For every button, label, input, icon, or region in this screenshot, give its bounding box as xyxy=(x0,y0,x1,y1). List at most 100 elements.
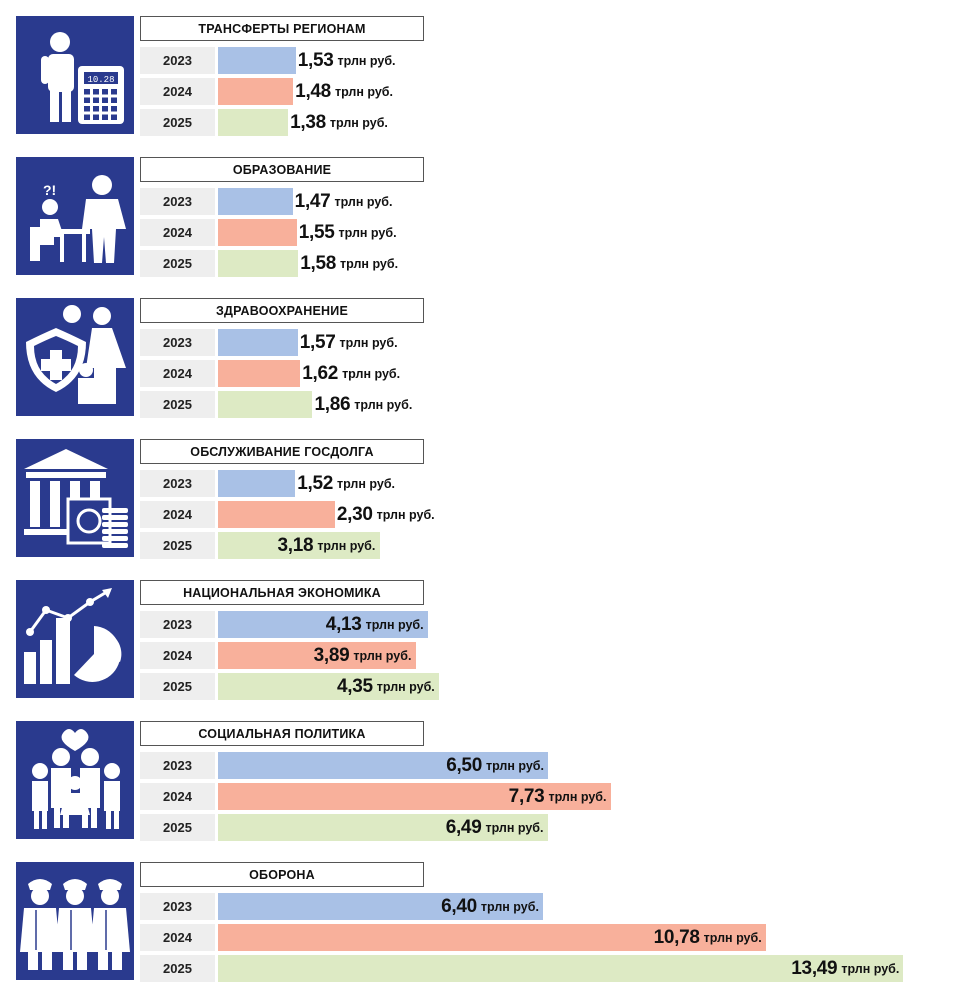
teacher-student-icon: ?! xyxy=(16,157,134,275)
value-number: 6,49 xyxy=(445,816,482,838)
value-unit: трлн руб. xyxy=(376,679,435,694)
data-label: 3,18 трлн руб. xyxy=(278,532,376,559)
bar xyxy=(218,642,416,669)
bar-row: 2024 2,30 трлн руб. xyxy=(140,501,940,528)
bar-row: 2025 1,38 трлн руб. xyxy=(140,109,940,136)
svg-text:?!: ?! xyxy=(43,182,56,198)
year-label: 2023 xyxy=(140,188,215,215)
bar-row: 2025 1,58 трлн руб. xyxy=(140,250,940,277)
data-label: 1,52 трлн руб. xyxy=(297,470,395,497)
bar-row: 2025 1,86 трлн руб. xyxy=(140,391,940,418)
value-number: 1,58 xyxy=(300,252,337,274)
bar xyxy=(218,360,301,387)
bar xyxy=(218,532,380,559)
value-number: 3,89 xyxy=(313,644,350,666)
data-label: 1,86 трлн руб. xyxy=(314,391,412,418)
data-label: 6,50 трлн руб. xyxy=(446,752,544,779)
bar-row: 2024 1,48 трлн руб. xyxy=(140,78,940,105)
data-label: 1,62 трлн руб. xyxy=(302,360,400,387)
year-label: 2025 xyxy=(140,250,215,277)
calculator-person-icon: 10.28 xyxy=(16,16,134,134)
year-label: 2024 xyxy=(140,924,215,951)
data-label: 13,49 трлн руб. xyxy=(791,955,899,982)
value-number: 1,48 xyxy=(295,80,331,102)
data-label: 1,38 трлн руб. xyxy=(290,109,388,136)
bar xyxy=(218,47,296,74)
group-title: ЗДРАВООХРАНЕНИЕ xyxy=(140,298,424,323)
group-title: ТРАНСФЕРТЫ РЕГИОНАМ xyxy=(140,16,424,41)
data-label: 6,49 трлн руб. xyxy=(446,814,544,841)
value-number: 4,35 xyxy=(336,675,373,697)
year-label: 2024 xyxy=(140,501,215,528)
value-unit: трлн руб. xyxy=(336,476,396,491)
year-label: 2023 xyxy=(140,611,215,638)
year-label: 2023 xyxy=(140,752,215,779)
value-unit: трлн руб. xyxy=(480,899,539,914)
bar-row: 2024 7,73 трлн руб. xyxy=(140,783,940,810)
bar xyxy=(218,188,293,215)
bar-row: 2024 1,55 трлн руб. xyxy=(140,219,940,246)
value-number: 1,52 xyxy=(297,472,333,494)
bar-row: 2023 4,13 трлн руб. xyxy=(140,611,940,638)
chart-group: СОЦИАЛЬНАЯ ПОЛИТИКА 2023 6,50 трлн руб. 2024… xyxy=(0,721,954,846)
value-number: 6,40 xyxy=(441,895,477,917)
bar-row: 2023 6,40 трлн руб. xyxy=(140,893,940,920)
growth-chart-icon xyxy=(16,580,134,698)
bar xyxy=(218,250,299,277)
value-number: 6,50 xyxy=(446,754,482,776)
data-label: 7,73 трлн руб. xyxy=(509,783,607,810)
bar-row: 2025 3,18 трлн руб. xyxy=(140,532,940,559)
value-unit: трлн руб. xyxy=(337,53,396,68)
year-label: 2024 xyxy=(140,642,215,669)
chart-group: НАЦИОНАЛЬНАЯ ЭКОНОМИКА 2023 4,13 трлн руб. 2… xyxy=(0,580,954,705)
value-unit: трлн руб. xyxy=(485,758,544,773)
bar xyxy=(218,955,904,982)
value-number: 1,86 xyxy=(314,393,351,415)
year-label: 2025 xyxy=(140,109,215,136)
value-number: 3,18 xyxy=(277,534,314,556)
value-number: 4,13 xyxy=(325,613,362,635)
year-label: 2025 xyxy=(140,814,215,841)
group-title: ОБОРОНА xyxy=(140,862,424,887)
bar xyxy=(218,78,294,105)
value-unit: трлн руб. xyxy=(342,366,401,381)
chart-group: 10.28 ТРАНСФЕРТЫ РЕГИОНАМ 2023 1,53 трлн ру… xyxy=(0,16,954,141)
data-label: 3,89 трлн руб. xyxy=(314,642,412,669)
value-unit: трлн руб. xyxy=(317,538,376,553)
bar xyxy=(218,501,335,528)
data-label: 1,58 трлн руб. xyxy=(300,250,398,277)
group-title: ОБСЛУЖИВАНИЕ ГОСДОЛГА xyxy=(140,439,424,464)
bar xyxy=(218,783,611,810)
year-label: 2025 xyxy=(140,673,215,700)
data-label: 1,53 трлн руб. xyxy=(298,47,396,74)
value-unit: трлн руб. xyxy=(485,820,544,835)
value-unit: трлн руб. xyxy=(703,930,762,945)
data-label: 6,40 трлн руб. xyxy=(441,893,539,920)
group-title: ОБРАЗОВАНИЕ xyxy=(140,157,424,182)
value-unit: трлн руб. xyxy=(334,194,393,209)
value-number: 1,62 xyxy=(302,362,339,384)
bar xyxy=(218,219,297,246)
data-label: 1,47 трлн руб. xyxy=(295,188,393,215)
value-unit: трлн руб. xyxy=(376,507,435,522)
soldiers-salute-icon xyxy=(16,862,134,980)
value-unit: трлн руб. xyxy=(354,397,413,412)
bar-row: 2023 6,50 трлн руб. xyxy=(140,752,940,779)
bar xyxy=(218,109,289,136)
bar-row: 2025 13,49 трлн руб. xyxy=(140,955,940,982)
bar-row: 2023 1,57 трлн руб. xyxy=(140,329,940,356)
value-unit: трлн руб. xyxy=(340,256,399,271)
year-label: 2023 xyxy=(140,893,215,920)
family-heart-icon xyxy=(16,721,134,839)
chart-group: ОБОРОНА 2023 6,40 трлн руб. 2024 10,78 трлн ру… xyxy=(0,862,954,987)
year-label: 2023 xyxy=(140,470,215,497)
year-label: 2025 xyxy=(140,532,215,559)
value-number: 1,38 xyxy=(290,111,326,133)
value-unit: трлн руб. xyxy=(339,335,398,350)
value-unit: трлн руб. xyxy=(841,961,900,976)
chart-group: ОБСЛУЖИВАНИЕ ГОСДОЛГА 2023 1,52 трлн руб. 20… xyxy=(0,439,954,564)
bar-row: 2025 6,49 трлн руб. xyxy=(140,814,940,841)
bar xyxy=(218,893,544,920)
group-title: СОЦИАЛЬНАЯ ПОЛИТИКА xyxy=(140,721,424,746)
